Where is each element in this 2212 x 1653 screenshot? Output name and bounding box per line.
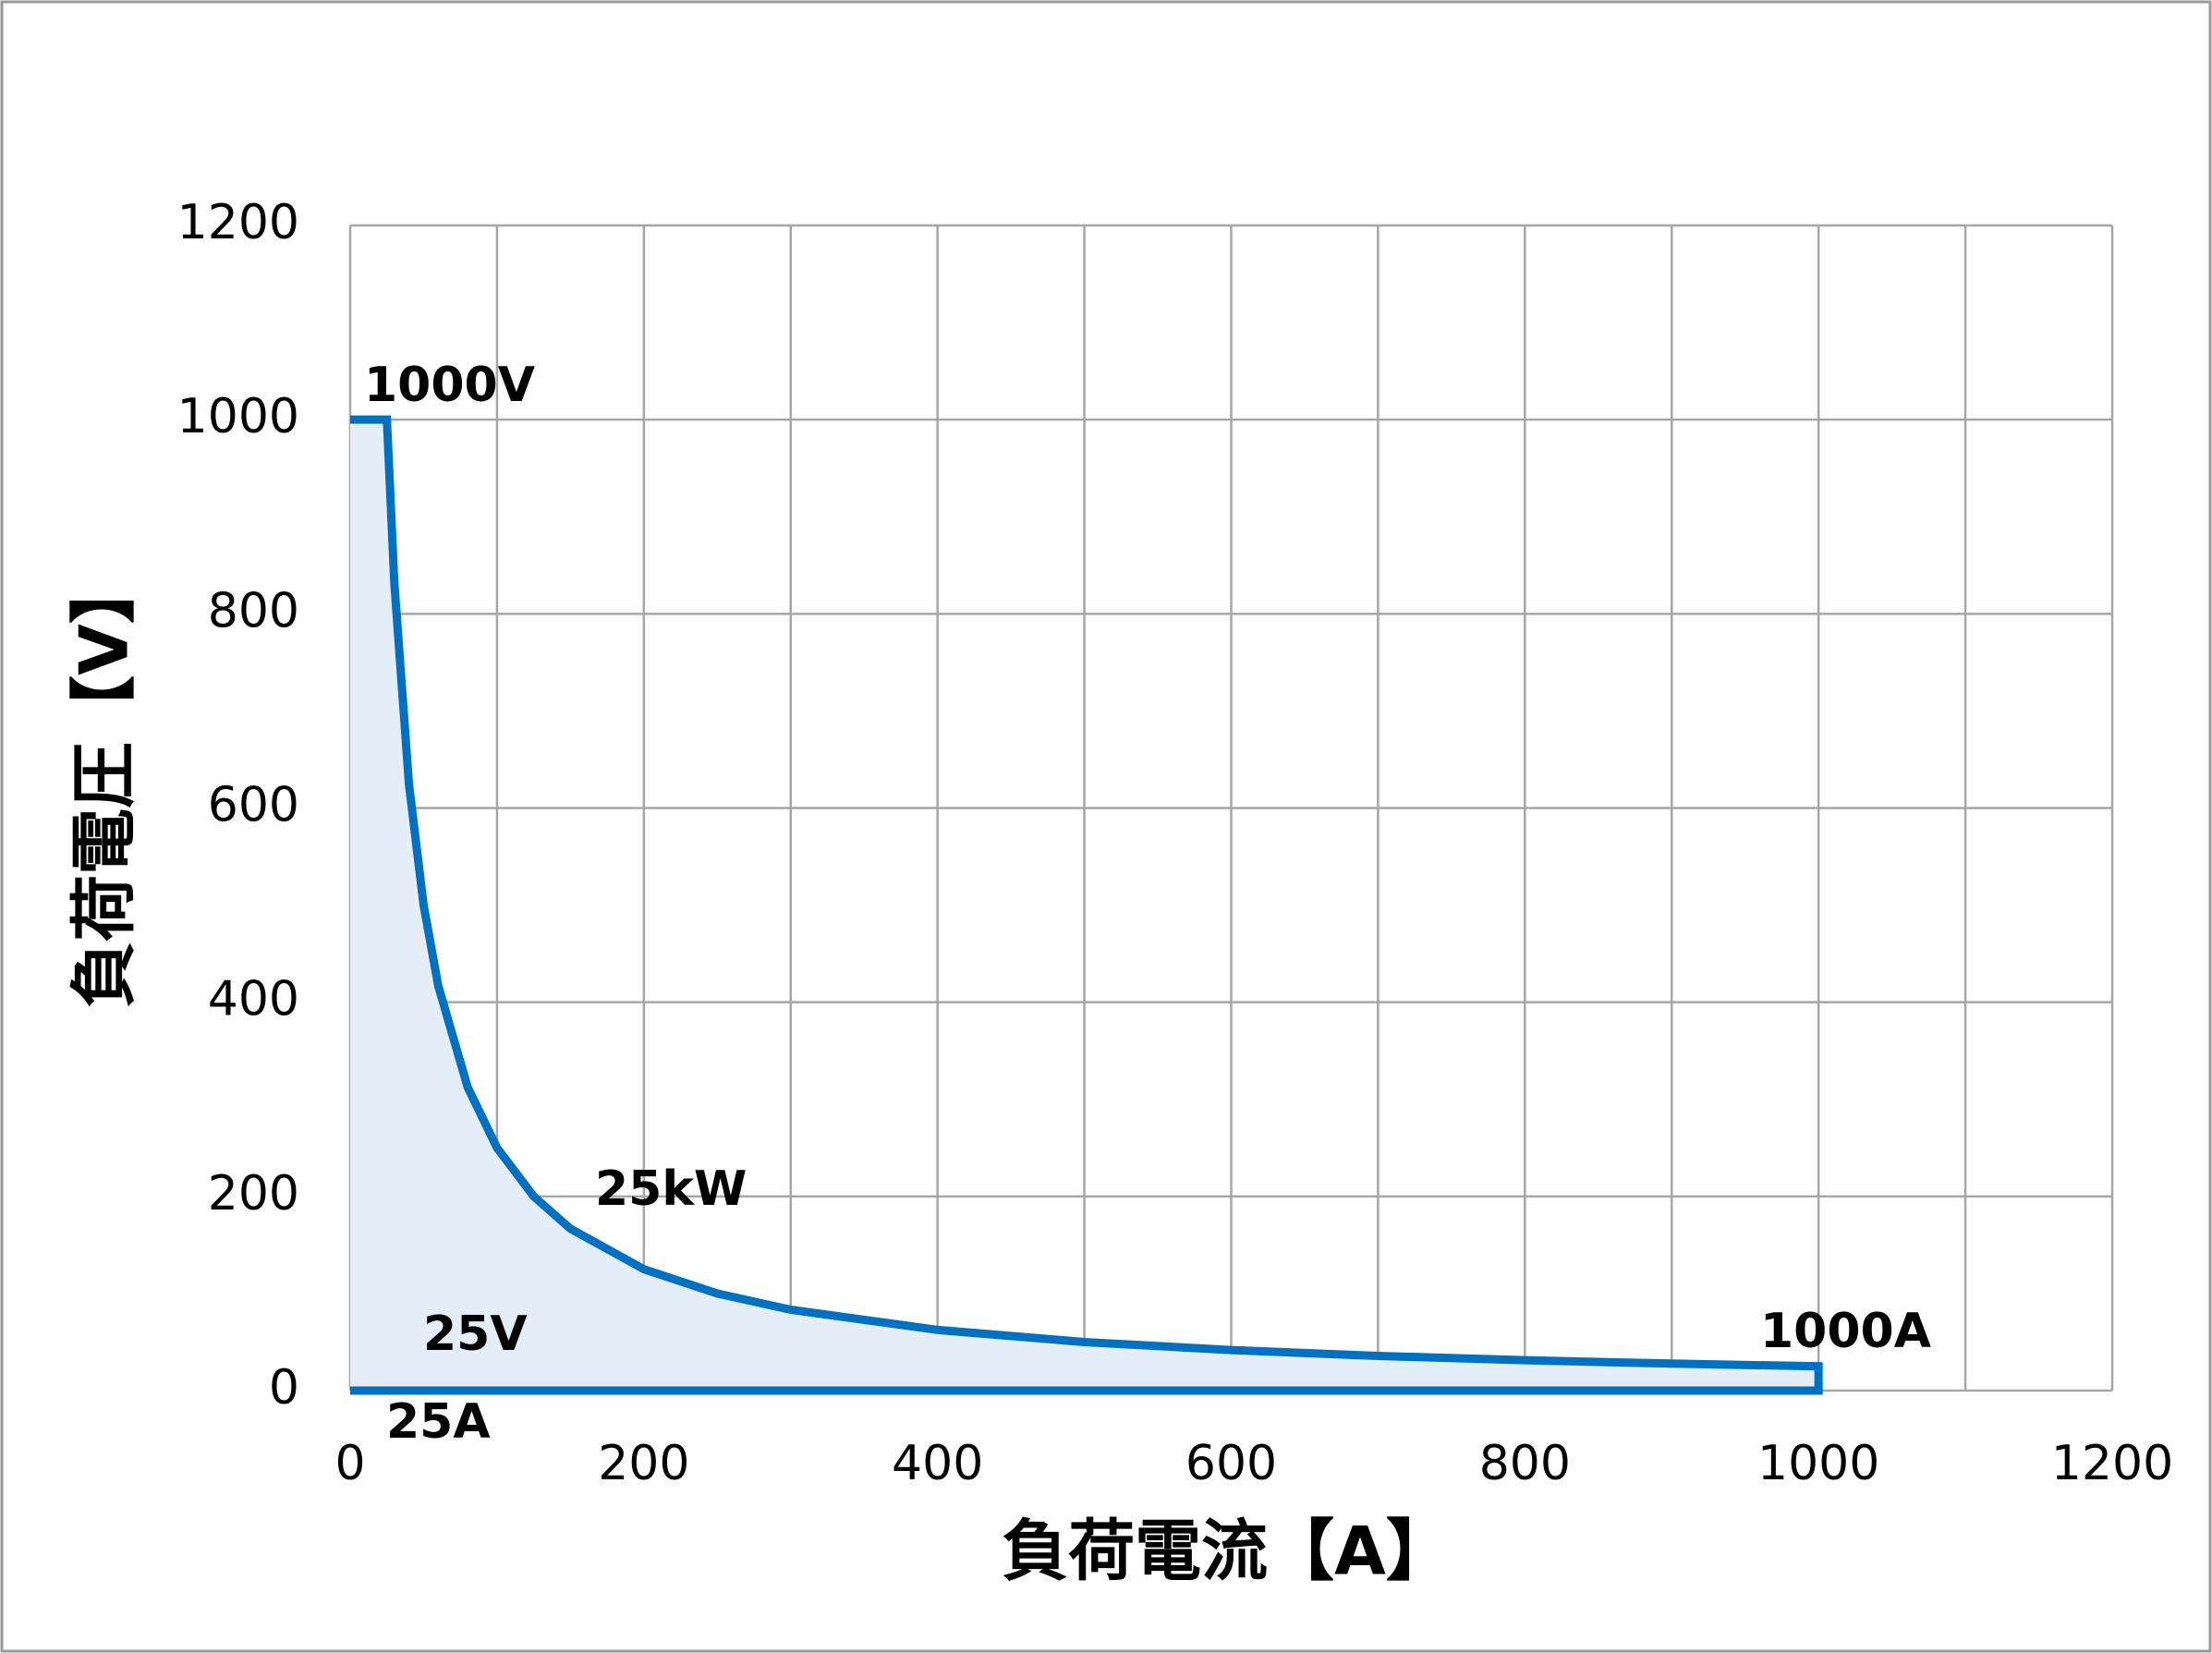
x-axis-title: 負荷電流【A】 bbox=[1002, 1513, 1452, 1590]
y-tick-label: 400 bbox=[208, 972, 299, 1027]
annotation: 25V bbox=[423, 1307, 528, 1362]
annotation: 25kW bbox=[595, 1161, 747, 1217]
y-axis-title: 負荷電圧【V】 bbox=[66, 557, 143, 1008]
y-tick-label: 1200 bbox=[177, 195, 299, 250]
x-tick-label: 1200 bbox=[2051, 1436, 2173, 1491]
x-tick-label: 600 bbox=[1185, 1436, 1277, 1491]
x-tick-label: 1000 bbox=[1757, 1436, 1879, 1491]
x-tick-label: 0 bbox=[334, 1436, 365, 1491]
y-tick-label: 600 bbox=[208, 778, 299, 833]
annotation: 25A bbox=[386, 1394, 491, 1450]
annotation: 1000A bbox=[1760, 1304, 1931, 1359]
x-tick-label: 800 bbox=[1479, 1436, 1571, 1491]
area bbox=[350, 419, 1819, 1392]
y-tick-label: 1000 bbox=[177, 389, 299, 444]
annotation: 1000V bbox=[364, 358, 535, 413]
x-tick-label: 400 bbox=[892, 1436, 983, 1491]
y-tick-label: 0 bbox=[269, 1360, 299, 1416]
y-tick-label: 800 bbox=[208, 583, 299, 638]
y-tick-label: 200 bbox=[208, 1166, 299, 1222]
line bbox=[350, 415, 1823, 1395]
x-tick-label: 200 bbox=[598, 1436, 689, 1491]
